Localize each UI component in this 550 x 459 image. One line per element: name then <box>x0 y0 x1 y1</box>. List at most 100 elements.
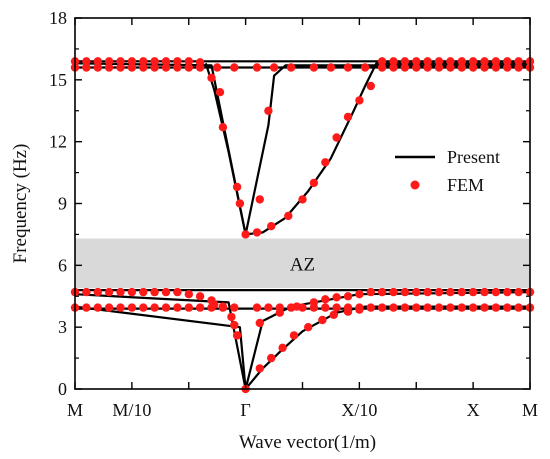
fem-point <box>377 303 387 312</box>
fem-point <box>292 302 301 311</box>
fem-point <box>321 158 330 167</box>
fem-point <box>457 303 466 312</box>
fem-point <box>195 63 205 72</box>
fem-point <box>104 57 114 66</box>
band-gap-region: AZ <box>75 238 530 289</box>
fem-point <box>480 63 489 72</box>
fem-point <box>514 303 523 312</box>
fem-point <box>241 230 250 239</box>
fem-point <box>127 57 137 66</box>
fem-point <box>269 63 279 72</box>
present-curve-4 <box>74 62 530 236</box>
fem-point <box>161 63 171 72</box>
y-tick-label: 18 <box>49 8 67 28</box>
x-tick-label: X/10 <box>341 400 377 420</box>
fem-point <box>82 303 91 312</box>
fem-point <box>468 287 478 297</box>
fem-point <box>355 96 364 105</box>
fem-point <box>503 63 512 72</box>
fem-point <box>480 287 489 297</box>
fem-point <box>127 287 137 297</box>
x-tick-label: M <box>67 400 83 420</box>
fem-point <box>139 63 148 72</box>
fem-point <box>173 57 182 66</box>
fem-point <box>468 63 478 72</box>
fem-point <box>104 63 114 72</box>
fem-point <box>139 287 148 297</box>
fem-point <box>343 307 353 316</box>
fem-point <box>503 287 512 297</box>
axes: 0 3 6 9 12 15 18 M M/10 Γ X/10 X M Wave vector(1/m) Fr… <box>10 8 538 453</box>
fem-point <box>412 57 421 66</box>
fem-point <box>366 81 375 91</box>
fem-point <box>343 292 353 301</box>
fem-point <box>326 63 336 72</box>
fem-point <box>227 312 236 322</box>
fem-point <box>434 303 444 312</box>
legend: Present FEM <box>395 147 500 195</box>
fem-point <box>400 63 410 72</box>
fem-point <box>343 112 353 122</box>
fem-point <box>480 57 489 66</box>
fem-point <box>116 287 125 297</box>
fem-point <box>255 195 264 204</box>
fem-point <box>332 293 341 302</box>
fem-point <box>267 222 276 231</box>
fem-point <box>207 73 216 83</box>
fem-point <box>446 303 455 312</box>
fem-point <box>366 303 375 312</box>
fem-point <box>104 303 114 312</box>
fem-point <box>423 57 432 66</box>
fem-point <box>514 63 523 72</box>
present-curve-7 <box>74 305 530 391</box>
fem-point <box>400 57 410 66</box>
fem-point <box>389 57 398 66</box>
y-axis-title: Frequency (Hz) <box>10 144 31 264</box>
fem-point <box>184 303 193 312</box>
fem-point <box>284 211 293 221</box>
fem-point <box>318 315 327 325</box>
y-tick-label: 9 <box>58 194 67 214</box>
fem-point <box>232 182 242 192</box>
y-tick-label: 12 <box>49 132 67 152</box>
y-tick-label: 0 <box>58 379 67 399</box>
fem-point <box>446 63 455 72</box>
fem-point <box>161 57 171 66</box>
fem-point <box>366 287 375 297</box>
legend-label: Present <box>447 147 500 167</box>
fem-point <box>389 303 398 312</box>
fem-markers <box>70 57 535 394</box>
fem-point <box>355 305 364 314</box>
fem-point <box>161 287 171 297</box>
fem-point <box>446 57 455 66</box>
y-tick-label: 15 <box>49 70 67 90</box>
fem-point <box>491 287 501 297</box>
y-tick-label: 6 <box>58 255 67 275</box>
fem-point <box>116 303 125 312</box>
fem-point <box>213 63 222 72</box>
fem-point <box>150 57 159 66</box>
fem-point <box>491 303 501 312</box>
fem-point <box>434 57 444 66</box>
fem-point <box>127 303 137 312</box>
fem-point <box>173 303 182 312</box>
fem-point <box>468 57 478 66</box>
fem-point <box>360 63 370 72</box>
fem-point <box>230 320 239 330</box>
x-axis-title: Wave vector(1/m) <box>239 432 376 453</box>
fem-point <box>116 63 125 72</box>
fem-point <box>309 298 319 307</box>
fem-point <box>286 63 296 72</box>
fem-point <box>93 63 103 72</box>
fem-point <box>255 364 264 373</box>
fem-point <box>304 323 313 332</box>
x-tick-label: Γ <box>240 400 250 420</box>
fem-point <box>457 287 466 297</box>
fem-point <box>230 63 239 72</box>
band-gap-rect <box>75 238 530 289</box>
fem-point <box>252 228 262 237</box>
fem-point <box>116 57 125 66</box>
fem-point <box>139 57 148 66</box>
fem-point <box>321 303 330 312</box>
